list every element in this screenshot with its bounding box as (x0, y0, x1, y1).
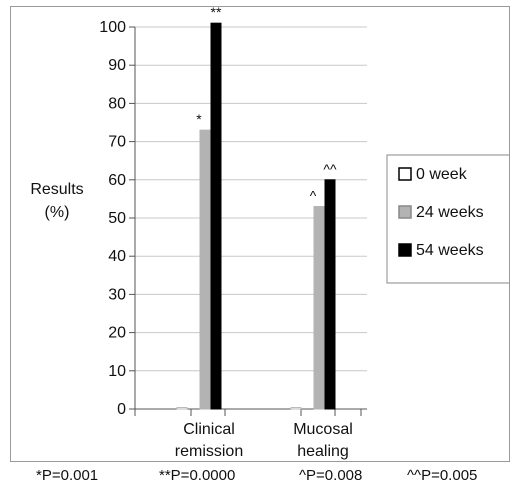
y-tick-label: 100 (99, 19, 126, 36)
bar-0-week (176, 407, 188, 410)
bar-chart: 0 10 20 30 40 50 60 70 80 90 100 Clinical remission M… (30, 4, 514, 460)
bar-24-weeks (199, 129, 211, 410)
bar-0-week (290, 407, 302, 410)
y-tick-label: 40 (108, 248, 126, 265)
significance-marker: ^ (310, 188, 317, 204)
footnote-p2: **P=0.0000 (159, 467, 236, 484)
footnote-p3: ^P=0.008 (299, 467, 363, 484)
y-tick-label: 10 (108, 363, 126, 380)
y-tick-label: 30 (108, 286, 126, 303)
y-tick-label: 70 (108, 134, 126, 151)
chart-frame: 0 10 20 30 40 50 60 70 80 90 100 Clinical remission M… (10, 4, 514, 462)
legend: 0 week 24 weeks 54 weeks (386, 154, 514, 284)
y-tick-label: 50 (108, 210, 126, 227)
footnote-p1: *P=0.001 (36, 467, 99, 484)
x-category-label: remission (175, 443, 243, 460)
significance-marker: * (196, 111, 202, 127)
legend-label: 0 week (416, 166, 468, 183)
y-tick-label: 60 (108, 172, 126, 189)
y-tick-label: 80 (108, 95, 126, 112)
legend-label: 54 weeks (416, 242, 484, 259)
y-tick-label: 20 (108, 325, 126, 342)
y-tick-label: 0 (117, 401, 126, 418)
footnote-p4: ^^P=0.005 (407, 467, 478, 484)
bar-24-weeks (313, 206, 325, 410)
x-category-label: healing (297, 443, 349, 460)
significance-marker: ^^ (323, 161, 337, 177)
y-axis-label-line2: (%) (45, 204, 70, 221)
legend-swatch (398, 243, 412, 257)
bar-54-weeks (210, 22, 222, 410)
legend-label: 24 weeks (416, 204, 484, 221)
legend-swatch (398, 167, 412, 181)
legend-swatch (398, 205, 412, 219)
x-category-label: Mucosal (293, 421, 353, 438)
y-axis-label-line1: Results (30, 181, 83, 198)
significance-marker: ** (211, 7, 222, 20)
x-category-label: Clinical (183, 421, 235, 438)
y-tick-label: 90 (108, 57, 126, 74)
bar-54-weeks (324, 179, 336, 410)
